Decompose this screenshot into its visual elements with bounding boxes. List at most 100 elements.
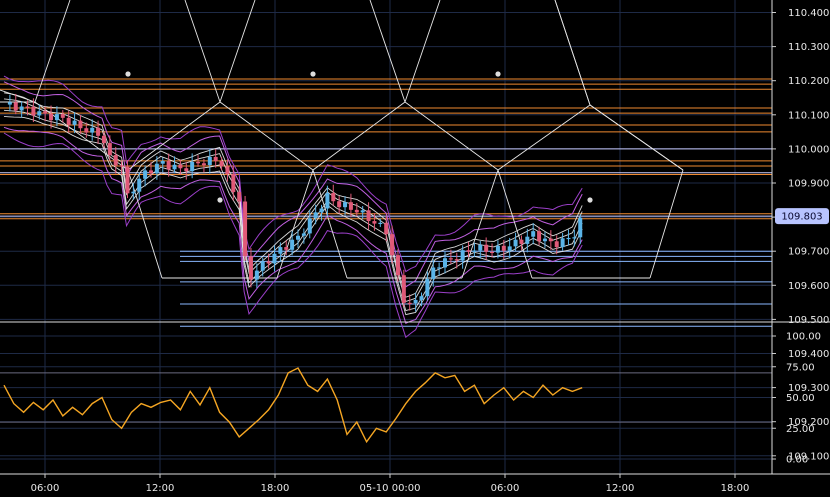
- x-tick-label: 12:00: [146, 483, 175, 494]
- mean-line: [3, 92, 583, 298]
- candle-body: [60, 114, 65, 118]
- candle-body: [319, 208, 324, 213]
- y-tick-label: 110.400: [788, 8, 829, 19]
- candle-body: [466, 250, 471, 252]
- candle-body: [413, 299, 418, 304]
- candle-body: [43, 111, 48, 114]
- osc-tick-label: 0.00: [786, 455, 808, 466]
- candles-layer: [7, 93, 583, 312]
- candle-body: [49, 113, 54, 121]
- gann-center-dot: [217, 197, 223, 203]
- candle-body: [213, 156, 218, 162]
- candle-body: [372, 221, 377, 224]
- candle-body: [143, 170, 148, 179]
- candle-body: [401, 275, 406, 303]
- candle-body: [160, 161, 165, 164]
- candle-body: [419, 296, 424, 300]
- candle-body: [113, 155, 118, 166]
- candle-body: [343, 202, 348, 208]
- candle-body: [325, 193, 330, 209]
- candle-body: [472, 250, 477, 252]
- candle-body: [37, 111, 42, 116]
- candle-body: [84, 128, 89, 133]
- gann-line: [312, 169, 348, 279]
- candle-body: [7, 102, 12, 105]
- gann-line: [184, 0, 221, 103]
- candle-body: [184, 168, 189, 172]
- gann-line: [34, 101, 129, 171]
- candle-body: [525, 236, 530, 244]
- candle-body: [437, 267, 442, 269]
- osc-tick-label: 75.00: [786, 362, 815, 373]
- candle-body: [354, 209, 359, 213]
- candle-body: [107, 143, 112, 156]
- candle-body: [531, 231, 536, 237]
- candle-body: [237, 192, 242, 202]
- gann-line: [649, 169, 684, 279]
- candle-body: [219, 161, 224, 167]
- y-tick-label: 110.000: [788, 144, 829, 155]
- gann-line: [219, 101, 314, 171]
- osc-tick-label: 25.00: [786, 424, 815, 435]
- candle-body: [25, 106, 30, 108]
- candle-body: [337, 201, 342, 208]
- candle-body: [390, 234, 395, 256]
- y-tick-label: 109.200: [788, 417, 829, 428]
- gann-center-dot: [125, 71, 131, 77]
- y-tick-label: 109.500: [788, 315, 829, 326]
- candle-body: [19, 106, 24, 111]
- candle-body: [13, 102, 18, 111]
- candle-body: [78, 120, 83, 129]
- gann-line: [497, 169, 533, 279]
- gann-line: [369, 0, 406, 103]
- gann-line: [0, 89, 36, 103]
- gann-line: [404, 0, 441, 103]
- candle-body: [519, 239, 524, 244]
- candle-body: [313, 212, 318, 219]
- candle-body: [460, 250, 465, 261]
- candle-body: [260, 261, 265, 271]
- osc-tick-label: 100.00: [786, 332, 821, 343]
- band-line: [3, 126, 583, 324]
- x-tick-label: 12:00: [606, 483, 635, 494]
- candle-body: [96, 127, 101, 136]
- candle-body: [149, 170, 153, 174]
- candle-body: [137, 178, 142, 192]
- candle-body: [66, 117, 71, 125]
- candle-body: [513, 239, 518, 247]
- candle-body: [31, 106, 36, 116]
- y-tick-label: 109.400: [788, 349, 829, 360]
- gann-center-dot: [495, 71, 501, 77]
- gann-line: [589, 104, 684, 171]
- gann-line: [554, 0, 591, 106]
- candle-body: [72, 120, 77, 125]
- x-tick-label: 06:00: [31, 483, 60, 494]
- candle-body: [454, 259, 459, 261]
- candle-body: [448, 258, 453, 260]
- candle-body: [384, 222, 389, 235]
- y-tick-label: 110.100: [788, 110, 829, 121]
- candle-body: [178, 164, 183, 169]
- candle-body: [196, 161, 201, 164]
- candle-body: [243, 201, 248, 257]
- x-tick-label: 06:00: [491, 483, 520, 494]
- gann-line: [127, 101, 221, 171]
- candle-body: [395, 255, 400, 276]
- x-tick-label: 18:00: [261, 483, 290, 494]
- candle-body: [119, 165, 124, 167]
- band-line: [3, 132, 583, 339]
- gann-line: [34, 0, 71, 103]
- y-tick-label: 109.600: [788, 281, 829, 292]
- candle-body: [225, 166, 230, 175]
- y-tick-label: 110.300: [788, 42, 829, 53]
- candle-body: [90, 127, 95, 133]
- candle-body: [101, 135, 106, 144]
- candle-body: [554, 241, 559, 248]
- candle-body: [542, 238, 547, 242]
- gann-line: [404, 101, 499, 171]
- candle-body: [443, 258, 447, 268]
- gann-line: [461, 169, 499, 279]
- candle-body: [348, 202, 353, 210]
- levels-layer: [0, 78, 772, 327]
- candle-body: [431, 267, 436, 279]
